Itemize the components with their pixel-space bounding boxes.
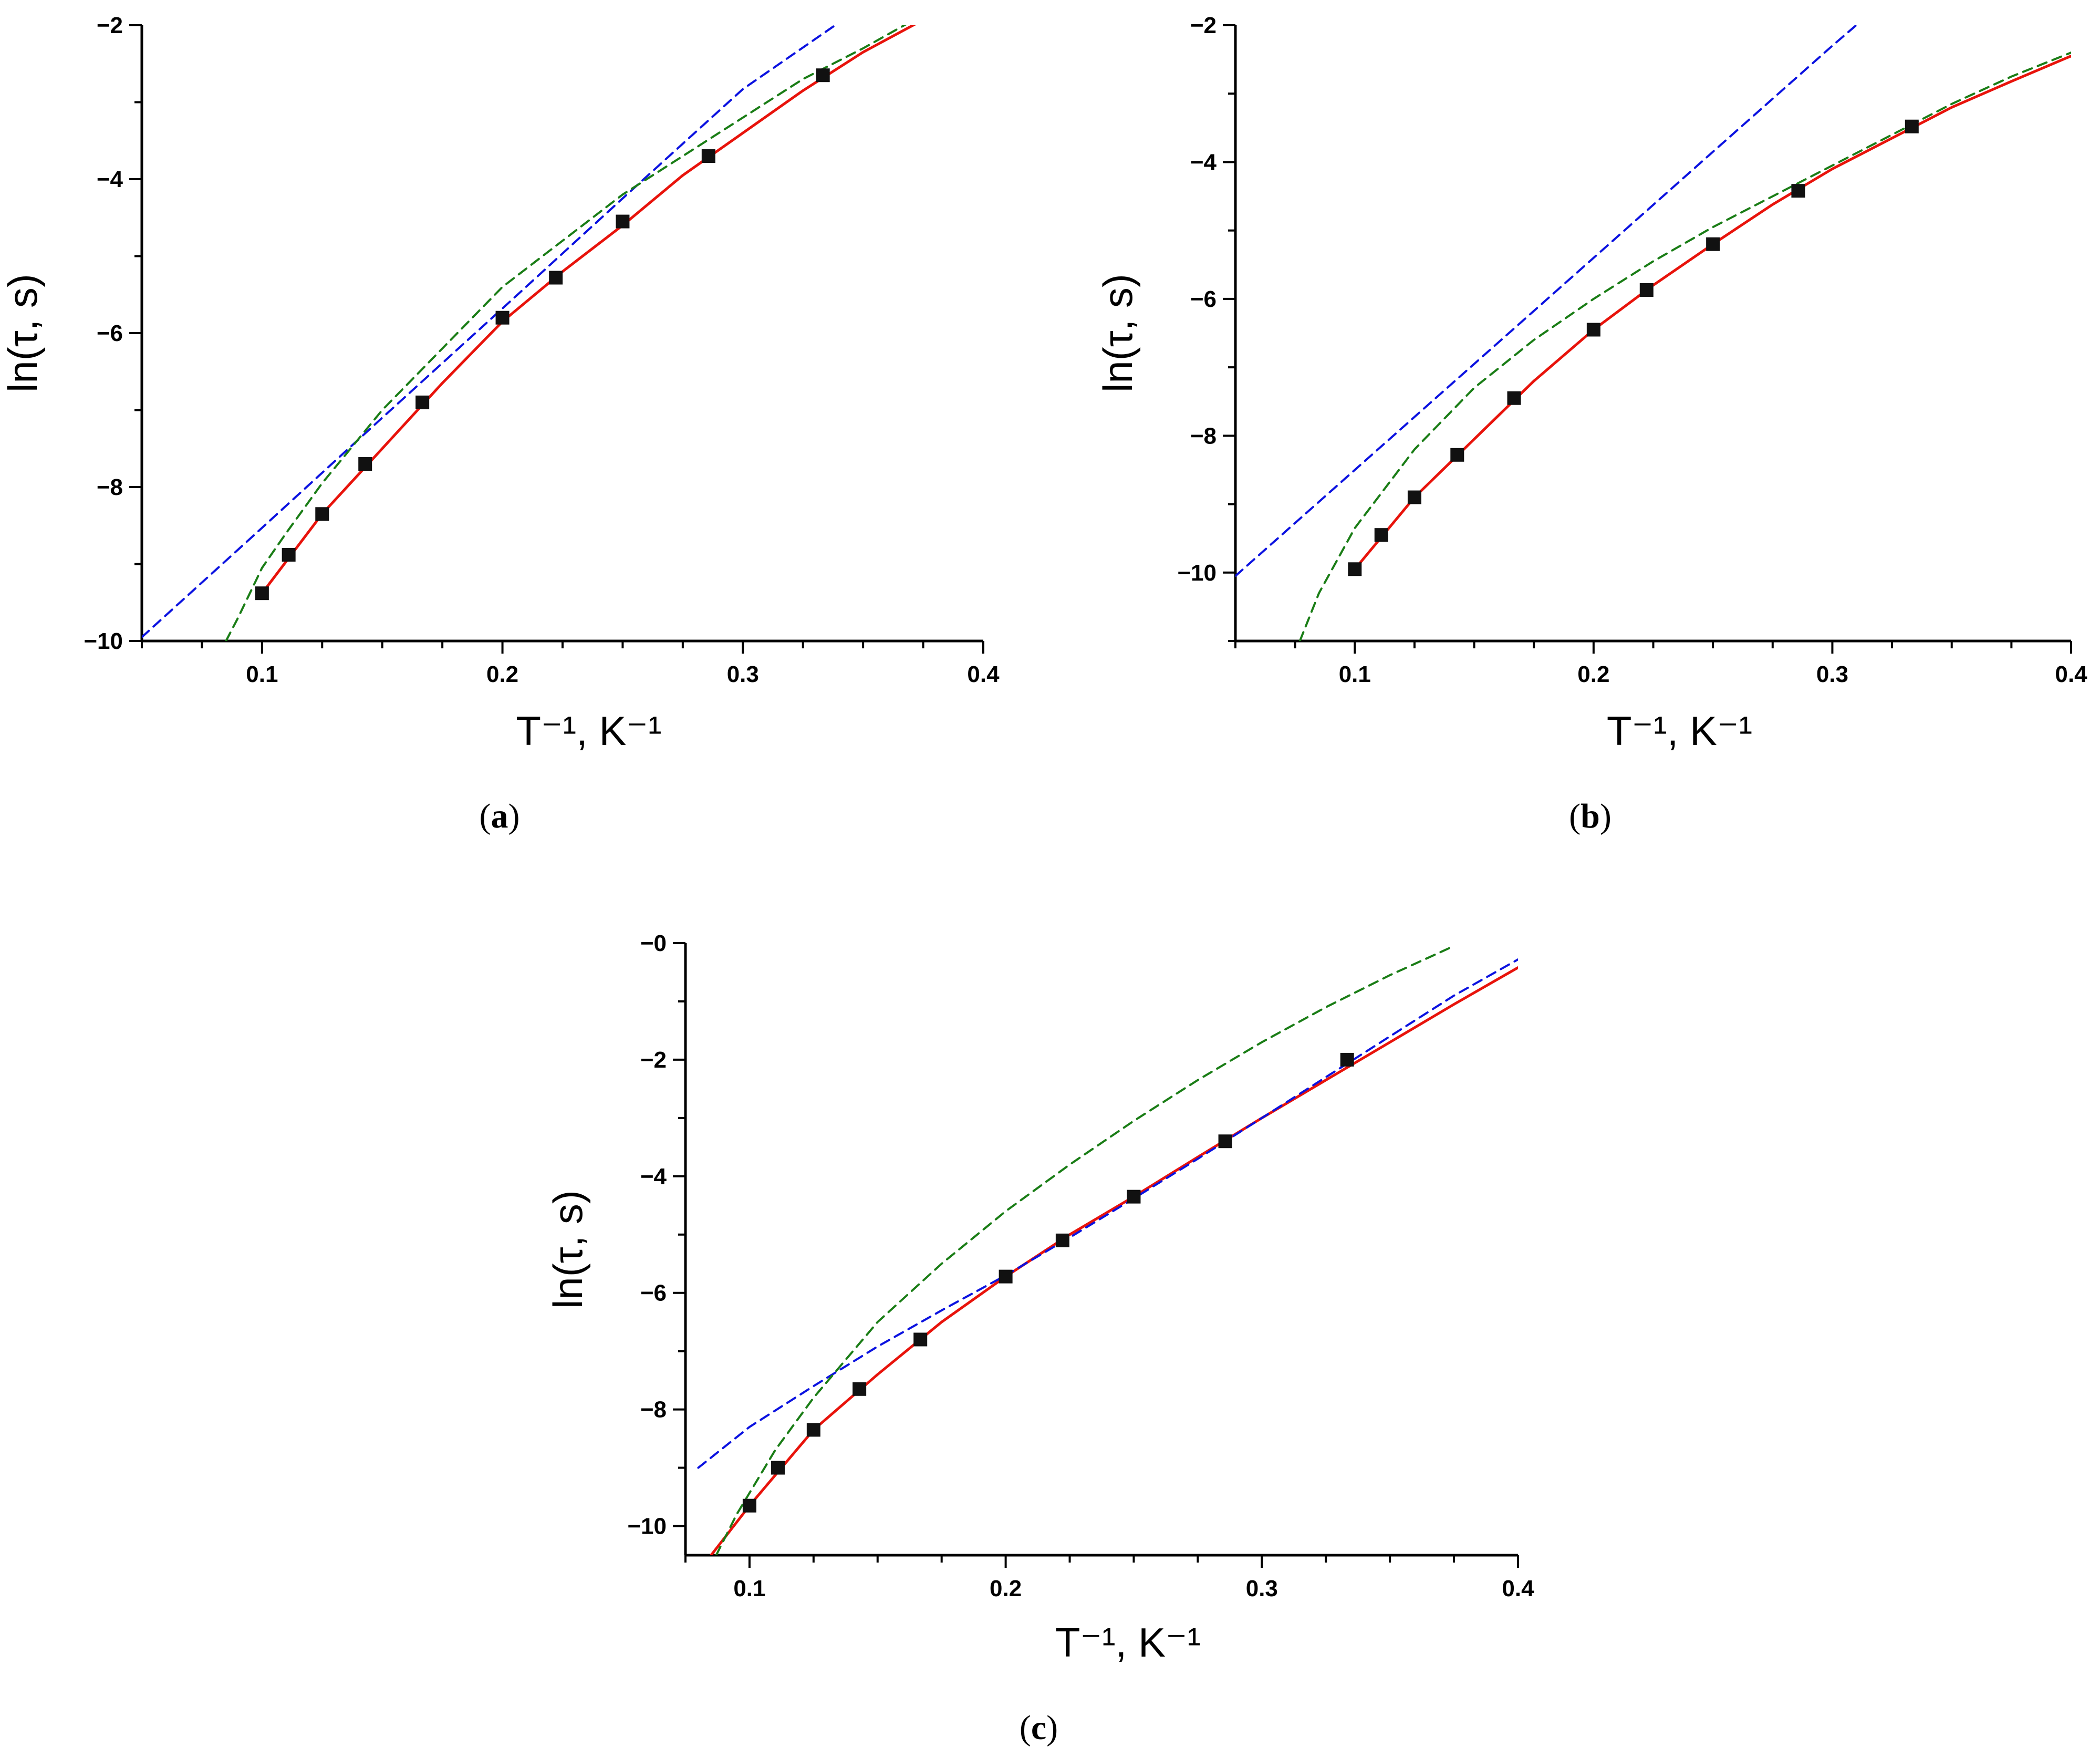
panel-caption: (b): [1569, 797, 1612, 835]
y-tick-label: −0: [640, 930, 667, 956]
y-axis-title: ln(τ, s): [545, 1190, 591, 1309]
data-point: [495, 311, 510, 325]
x-tick-label: 0.2: [1577, 661, 1609, 687]
x-tick-label: 0.2: [990, 1576, 1022, 1601]
y-axis-title: ln(τ, s): [1095, 274, 1141, 392]
x-tick-label: 0.3: [1246, 1576, 1278, 1601]
data-point: [1791, 184, 1805, 198]
dashed-curve-1: [697, 958, 1518, 1469]
data-point: [616, 214, 630, 229]
x-tick-label: 0.3: [727, 661, 759, 687]
data-point: [806, 1423, 820, 1437]
data-point: [853, 1382, 867, 1396]
data-point: [315, 507, 329, 521]
data-point: [1127, 1190, 1141, 1204]
curves: [697, 945, 1518, 1555]
y-tick-label: −8: [640, 1397, 667, 1423]
chart-panel-a: 0.1 0.2 0.3 0.4 −10 −8 −6 −4 −2 T⁻¹, K⁻¹ ln(τ, s) (…: [0, 13, 1000, 835]
data-point: [1450, 448, 1464, 462]
dashed-curve-1: [142, 25, 837, 638]
data-point: [771, 1461, 785, 1475]
data-point: [1055, 1233, 1069, 1247]
data-points: [255, 68, 830, 601]
y-tick-label: −8: [1190, 423, 1217, 449]
x-tick-label: 0.1: [1339, 661, 1371, 687]
x-axis-title: T⁻¹, K⁻¹: [516, 708, 661, 754]
y-tick-label: −2: [640, 1047, 667, 1073]
data-point: [999, 1269, 1013, 1284]
y-tick-label: −10: [1177, 560, 1217, 586]
curves: [142, 25, 916, 641]
dashed-curve-2: [1298, 51, 2071, 641]
x-tick-label: 0.4: [1502, 1576, 1534, 1601]
data-point: [1586, 323, 1600, 337]
data-point: [1218, 1134, 1232, 1149]
data-point: [742, 1498, 756, 1513]
dashed-curve-2: [225, 25, 907, 641]
data-point: [701, 149, 715, 163]
x-tick-label: 0.4: [2055, 661, 2087, 687]
dashed-curve-2: [715, 945, 1456, 1555]
y-tick-label: −10: [84, 628, 123, 654]
y-tick-label: −10: [627, 1514, 667, 1539]
data-point: [913, 1332, 928, 1347]
chart-panel-c: 0.1 0.2 0.3 0.4 −10 −8 −6 −4 −2 −0 T⁻¹, K⁻¹ ln(τ, s…: [545, 930, 1534, 1747]
y-tick-label: −2: [97, 13, 123, 38]
fit-curve-0: [261, 25, 916, 595]
data-point: [1374, 528, 1388, 542]
data-point: [816, 68, 830, 82]
panel-caption: (a): [480, 797, 520, 835]
y-tick-label: −6: [640, 1280, 667, 1306]
data-points: [1348, 119, 1919, 576]
data-point: [1407, 490, 1421, 504]
data-point: [255, 586, 269, 601]
x-tick-label: 0.1: [246, 661, 278, 687]
curves: [1235, 25, 2071, 641]
data-point: [1905, 119, 1919, 133]
fit-curve-0: [710, 966, 1518, 1555]
fit-curve-0: [1353, 55, 2071, 571]
y-tick-label: −2: [1190, 13, 1217, 38]
data-point: [549, 271, 563, 285]
y-tick-label: −8: [97, 474, 123, 500]
panel-caption: (c): [1020, 1709, 1058, 1747]
x-axis-title: T⁻¹, K⁻¹: [1607, 708, 1752, 754]
y-tick-label: −4: [640, 1164, 667, 1190]
data-point: [1348, 562, 1362, 576]
data-points: [742, 1052, 1354, 1513]
data-point: [1639, 283, 1654, 297]
y-axis-title: ln(τ, s): [0, 274, 46, 392]
y-tick-label: −4: [97, 167, 123, 192]
data-point: [282, 547, 296, 562]
dashed-curve-1: [1235, 25, 1858, 577]
x-tick-label: 0.3: [1816, 661, 1848, 687]
x-tick-label: 0.4: [967, 661, 1000, 687]
x-tick-label: 0.2: [486, 661, 518, 687]
data-point: [415, 395, 430, 409]
y-tick-label: −6: [97, 320, 123, 346]
data-point: [1507, 391, 1521, 405]
data-point: [358, 457, 372, 471]
x-axis-title: T⁻¹, K⁻¹: [1055, 1619, 1201, 1666]
data-point: [1706, 237, 1720, 251]
y-tick-label: −4: [1190, 149, 1217, 175]
data-point: [1340, 1052, 1354, 1067]
x-tick-label: 0.1: [733, 1576, 765, 1601]
chart-panel-b: 0.1 0.2 0.3 0.4 −10 −8 −6 −4 −2 T⁻¹, K⁻¹ ln(τ, s) (…: [1095, 13, 2087, 835]
y-tick-label: −6: [1190, 286, 1217, 312]
